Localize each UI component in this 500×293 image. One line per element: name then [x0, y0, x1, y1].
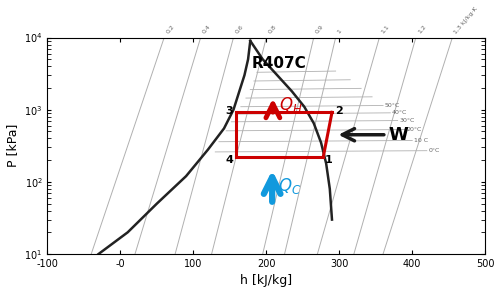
Text: 10 C: 10 C: [414, 138, 428, 143]
Text: 0,6: 0,6: [234, 24, 244, 35]
Text: 20°C: 20°C: [406, 127, 422, 132]
Y-axis label: P [kPa]: P [kPa]: [6, 124, 18, 168]
Text: $Q_C$: $Q_C$: [278, 176, 301, 196]
Text: 0°C: 0°C: [428, 148, 440, 153]
Text: 3: 3: [226, 106, 233, 116]
Text: W: W: [389, 126, 409, 144]
X-axis label: h [kJ/kg]: h [kJ/kg]: [240, 275, 292, 287]
Text: 1,2: 1,2: [416, 24, 427, 35]
Text: 0,8: 0,8: [267, 24, 277, 35]
Text: R407C: R407C: [252, 56, 307, 71]
Text: 40°C: 40°C: [392, 110, 407, 115]
Text: 1,3 kJ/kg·K: 1,3 kJ/kg·K: [453, 6, 478, 35]
Text: 0,9: 0,9: [314, 24, 324, 35]
Text: 4: 4: [226, 155, 234, 165]
Text: 0,2: 0,2: [165, 24, 175, 35]
Text: 0,4: 0,4: [202, 24, 211, 35]
Text: 1: 1: [324, 155, 332, 165]
Text: 2: 2: [335, 106, 342, 116]
Text: $Q_H$: $Q_H$: [278, 95, 302, 115]
Text: 1,1: 1,1: [380, 24, 390, 35]
Text: 30°C: 30°C: [399, 118, 414, 123]
Text: 1: 1: [336, 28, 342, 35]
Text: 50°C: 50°C: [384, 103, 400, 108]
